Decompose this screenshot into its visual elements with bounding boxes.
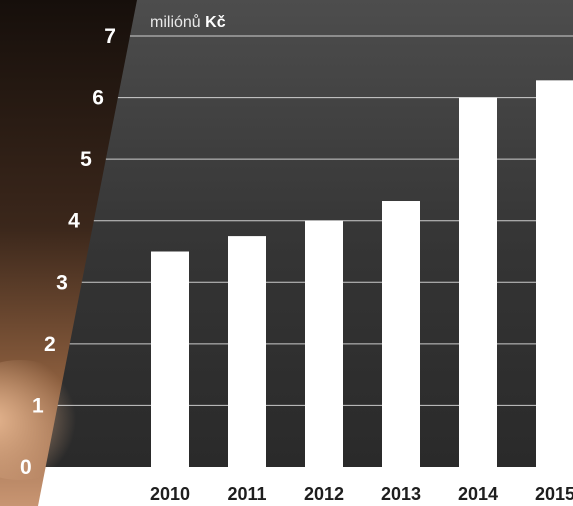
y-tick-label: 5 — [80, 148, 92, 171]
left-photo-highlight — [0, 360, 90, 480]
y-tick-label: 1 — [32, 394, 44, 417]
unit-label: miliónů Kč — [150, 13, 226, 31]
bar-2013 — [382, 201, 420, 468]
bars — [151, 80, 573, 468]
unit-label-currency: Kč — [205, 14, 226, 31]
y-tick-label: 3 — [56, 271, 68, 294]
x-tick-label: 2015 — [535, 484, 573, 504]
x-tick-label: 2011 — [227, 484, 266, 504]
y-tick-labels: 0 1 2 3 4 5 6 7 — [20, 25, 116, 479]
bar-2011 — [228, 236, 266, 467]
bar-2014 — [459, 97, 497, 468]
x-tick-labels: 2010 2011 2012 2013 2014 2015 — [150, 484, 573, 504]
x-tick-label: 2014 — [458, 484, 498, 504]
y-tick-label: 7 — [104, 25, 116, 48]
y-tick-label: 6 — [92, 87, 104, 110]
y-tick-label: 0 — [20, 456, 32, 479]
unit-label-prefix: miliónů — [150, 13, 201, 31]
bar-2015 — [536, 80, 573, 468]
y-tick-label: 4 — [68, 210, 80, 233]
x-tick-label: 2010 — [150, 484, 190, 504]
x-tick-label: 2012 — [304, 484, 344, 504]
bar-2010 — [151, 251, 189, 467]
y-tick-label: 2 — [44, 333, 56, 356]
bar-2012 — [305, 220, 343, 467]
x-tick-label: 2013 — [381, 484, 421, 504]
xaxis-band — [40, 467, 573, 506]
